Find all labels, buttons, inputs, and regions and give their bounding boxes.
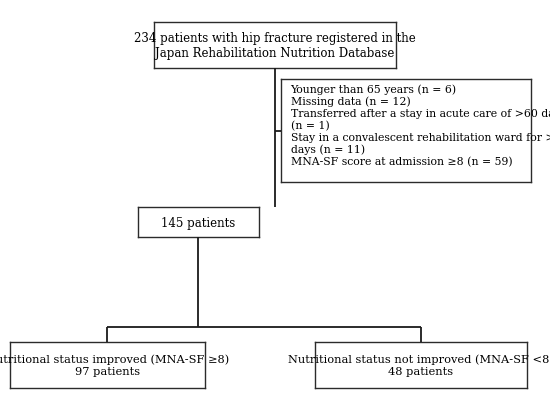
Text: Nutritional status not improved (MNA-SF <8)
48 patients: Nutritional status not improved (MNA-SF …: [288, 354, 550, 376]
Text: Younger than 65 years (n = 6)
Missing data (n = 12)
Transferred after a stay in : Younger than 65 years (n = 6) Missing da…: [290, 84, 550, 166]
Text: 145 patients: 145 patients: [161, 216, 235, 229]
Text: Nutritional status improved (MNA-SF ≥8)
97 patients: Nutritional status improved (MNA-SF ≥8) …: [0, 354, 229, 376]
Text: 234 patients with hip fracture registered in the
Japan Rehabilitation Nutrition : 234 patients with hip fracture registere…: [134, 32, 416, 60]
